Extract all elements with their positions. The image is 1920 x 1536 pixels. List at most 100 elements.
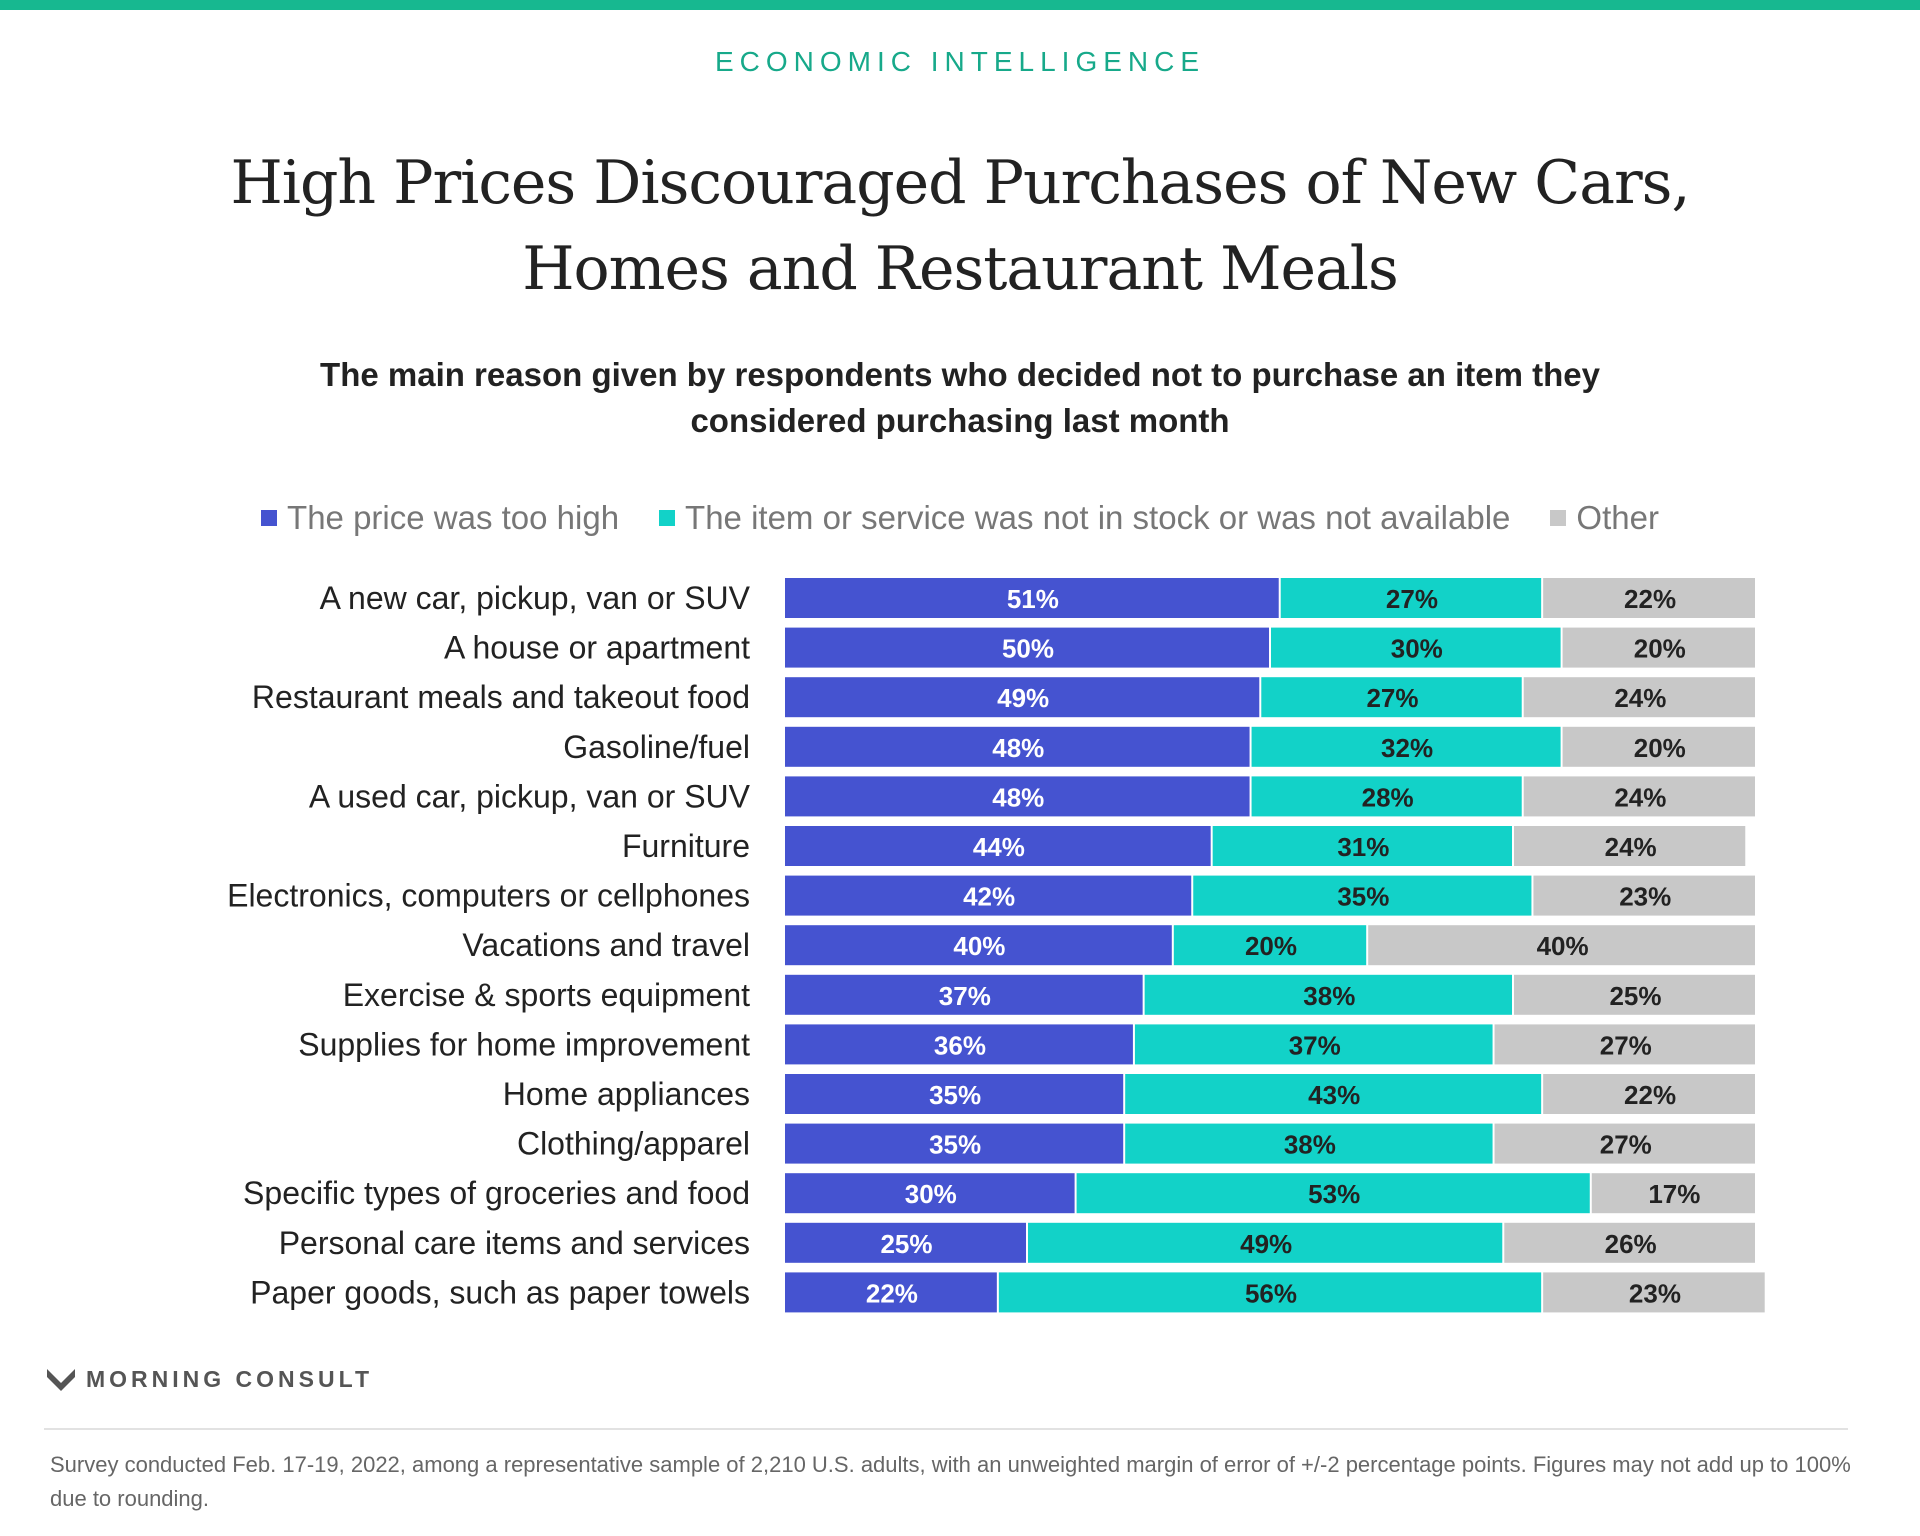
bar-exercise-sports-equipment-series-2 [1514,974,1755,1015]
category-label-exercise-sports-equipment: Exercise & sports equipment [343,977,750,1013]
bar-a-new-car-pickup-van-or-suv-series-0 [785,578,1279,618]
legend-item-price: The price was too high [261,499,619,537]
bar-value-label-furniture-series-1: 31% [1337,832,1389,862]
bar-value-label-exercise-sports-equipment-series-0: 37% [939,981,991,1011]
bar-value-label-restaurant-meals-and-takeout-food-series-1: 27% [1366,683,1418,713]
bar-electronics-computers-or-cellphones-series-1 [1193,875,1532,916]
bar-personal-care-items-and-services-series-1 [1028,1222,1503,1263]
bar-gasoline-fuel-series-1 [1251,726,1561,767]
category-label-clothing-apparel: Clothing/apparel [517,1126,750,1162]
bar-value-label-exercise-sports-equipment-series-1: 38% [1303,981,1355,1011]
bar-value-label-furniture-series-2: 24% [1605,832,1657,862]
bar-gasoline-fuel-series-0 [785,726,1250,767]
bar-electronics-computers-or-cellphones-series-0 [785,875,1192,916]
bar-paper-goods-such-as-paper-towels-series-1 [998,1272,1542,1313]
brand: MORNING CONSULT [46,1364,373,1394]
bar-value-label-a-house-or-apartment-series-0: 50% [1002,634,1054,664]
chart-title: High Prices Discouraged Purchases of New… [230,148,1690,304]
category-label-furniture: Furniture [622,828,750,864]
category-label-electronics-computers-or-cellphones: Electronics, computers or cellphones [227,878,750,914]
morning-consult-logo-icon [47,1369,75,1391]
bar-specific-types-of-groceries-and-food-series-0 [785,1173,1075,1214]
bar-a-house-or-apartment-series-2 [1562,627,1755,668]
bar-value-label-a-used-car-pickup-van-or-suv-series-2: 24% [1614,782,1666,812]
category-label-a-new-car-pickup-van-or-suv: A new car, pickup, van or SUV [320,580,751,616]
chart-subtitle: The main reason given by respondents who… [320,356,1600,439]
legend-label-not-in-stock: The item or service was not in stock or … [685,499,1511,536]
bar-value-label-vacations-and-travel-series-0: 40% [953,931,1005,961]
category-label-gasoline-fuel: Gasoline/fuel [563,729,750,765]
bar-value-label-supplies-for-home-improvement-series-2: 27% [1600,1030,1652,1060]
bar-value-label-specific-types-of-groceries-and-food-series-0: 30% [905,1179,957,1209]
bar-home-appliances-series-0 [785,1074,1124,1114]
bar-electronics-computers-or-cellphones-series-2 [1533,875,1755,916]
bar-a-used-car-pickup-van-or-suv-series-2 [1523,776,1755,817]
bar-value-label-electronics-computers-or-cellphones-series-2: 23% [1619,882,1671,912]
bar-value-label-supplies-for-home-improvement-series-1: 37% [1289,1030,1341,1060]
top-accent-bar [0,0,1920,10]
bar-value-label-restaurant-meals-and-takeout-food-series-2: 24% [1614,683,1666,713]
category-label-a-house-or-apartment: A house or apartment [444,630,750,666]
bar-value-label-vacations-and-travel-series-1: 20% [1245,931,1297,961]
bar-value-label-electronics-computers-or-cellphones-series-0: 42% [963,882,1015,912]
bar-specific-types-of-groceries-and-food-series-1 [1076,1173,1590,1214]
bar-value-label-home-appliances-series-2: 22% [1624,1080,1676,1110]
bar-value-label-clothing-apparel-series-0: 35% [929,1130,981,1160]
bar-value-label-clothing-apparel-series-2: 27% [1600,1130,1652,1160]
bar-vacations-and-travel-series-0 [785,925,1172,966]
legend-label-price: The price was too high [287,499,620,536]
bar-value-label-paper-goods-such-as-paper-towels-series-0: 22% [866,1278,918,1308]
bar-paper-goods-such-as-paper-towels-series-0 [785,1272,997,1313]
legend-swatch-other [1550,510,1567,526]
bar-value-label-a-used-car-pickup-van-or-suv-series-1: 28% [1362,782,1414,812]
bar-specific-types-of-groceries-and-food-series-2 [1591,1173,1755,1214]
category-label-vacations-and-travel: Vacations and travel [462,927,750,963]
bar-value-label-specific-types-of-groceries-and-food-series-1: 53% [1308,1179,1360,1209]
kicker: ECONOMIC INTELLIGENCE [714,46,1206,77]
bar-value-label-supplies-for-home-improvement-series-0: 36% [934,1030,986,1060]
bar-a-new-car-pickup-van-or-suv-series-1 [1280,578,1542,618]
legend-item-other: Other [1550,499,1659,537]
legend: The price was too high The item or servi… [0,496,1920,540]
legend-swatch-not-in-stock [659,510,676,526]
legend-swatch-price [261,510,278,526]
bar-restaurant-meals-and-takeout-food-series-2 [1523,677,1755,718]
category-label-a-used-car-pickup-van-or-suv: A used car, pickup, van or SUV [309,778,751,814]
bar-clothing-apparel-series-0 [785,1123,1124,1164]
bar-supplies-for-home-improvement-series-1 [1134,1024,1493,1065]
bar-value-label-a-new-car-pickup-van-or-suv-series-0: 51% [1007,584,1059,614]
legend-label-other: Other [1576,499,1659,536]
bar-value-label-gasoline-fuel-series-1: 32% [1381,733,1433,763]
bar-value-label-exercise-sports-equipment-series-2: 25% [1609,981,1661,1011]
bar-value-label-a-house-or-apartment-series-1: 30% [1391,634,1443,664]
bar-clothing-apparel-series-2 [1494,1123,1755,1164]
category-label-specific-types-of-groceries-and-food: Specific types of groceries and food [243,1175,750,1211]
bar-home-appliances-series-2 [1543,1074,1755,1114]
bar-value-label-restaurant-meals-and-takeout-food-series-0: 49% [997,683,1049,713]
category-label-restaurant-meals-and-takeout-food: Restaurant meals and takeout food [252,679,750,715]
bar-value-label-furniture-series-0: 44% [973,832,1025,862]
bar-gasoline-fuel-series-2 [1562,726,1755,767]
bar-a-house-or-apartment-series-1 [1271,627,1561,668]
bar-furniture-series-1 [1212,826,1512,866]
bar-value-label-paper-goods-such-as-paper-towels-series-2: 23% [1629,1278,1681,1308]
category-label-personal-care-items-and-services: Personal care items and services [279,1225,750,1261]
bar-supplies-for-home-improvement-series-0 [785,1024,1133,1065]
bar-value-label-electronics-computers-or-cellphones-series-1: 35% [1337,882,1389,912]
bar-exercise-sports-equipment-series-0 [785,974,1143,1015]
bar-value-label-a-house-or-apartment-series-2: 20% [1634,634,1686,664]
bar-exercise-sports-equipment-series-1 [1144,974,1512,1015]
bar-value-label-clothing-apparel-series-1: 38% [1284,1130,1336,1160]
stacked-bar-chart: A new car, pickup, van or SUV 51% 27% 22% A … [227,578,1765,1313]
bar-restaurant-meals-and-takeout-food-series-1 [1261,677,1522,718]
bar-value-label-gasoline-fuel-series-0: 48% [992,733,1044,763]
bar-value-label-gasoline-fuel-series-2: 20% [1634,733,1686,763]
bar-restaurant-meals-and-takeout-food-series-0 [785,677,1260,718]
bar-supplies-for-home-improvement-series-2 [1494,1024,1755,1065]
footnote: Survey conducted Feb. 17-19, 2022, among… [50,1452,1851,1511]
bar-value-label-personal-care-items-and-services-series-1: 49% [1240,1229,1292,1259]
bar-value-label-a-new-car-pickup-van-or-suv-series-1: 27% [1386,584,1438,614]
bar-value-label-personal-care-items-and-services-series-2: 26% [1605,1229,1657,1259]
bar-value-label-home-appliances-series-0: 35% [929,1080,981,1110]
category-label-paper-goods-such-as-paper-towels: Paper goods, such as paper towels [250,1274,750,1310]
